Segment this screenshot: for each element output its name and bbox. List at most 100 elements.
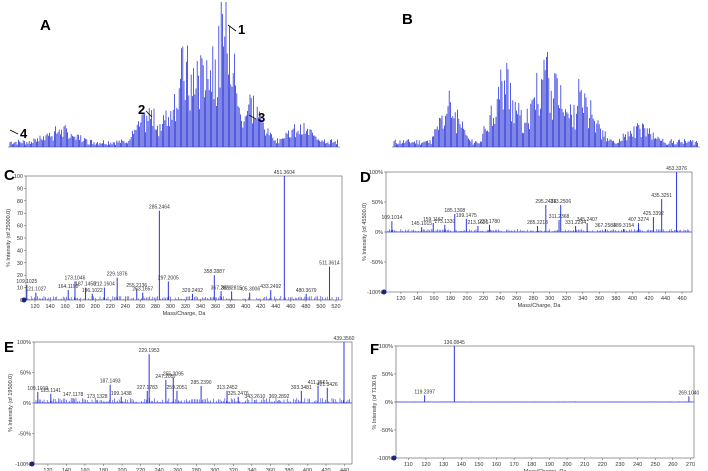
peak-label: 199.1438 [111,391,132,397]
peak-label: 109.1025 [16,279,37,285]
x-tick-label: 260 [173,468,182,471]
y-tick-label: 100% [17,340,31,346]
x-tick-label: 340 [247,468,256,471]
x-tick-label: 380 [611,296,620,302]
x-tick-label: 240 [121,304,130,310]
y-tick-label: 30 [17,261,23,267]
x-tick-label: 120 [30,304,39,310]
y-tick-label: 0% [23,401,31,407]
peak-label: 369.2892 [269,394,290,400]
y-tick-label: 40 [17,248,23,254]
peak-label: 173.1328 [87,394,108,400]
peak-label: 405.3006 [239,287,260,293]
panel-letter-c: C [4,167,15,184]
x-tick-label: 280 [529,296,538,302]
panel-b: B [392,11,700,148]
y-tick-label: 100% [369,170,383,176]
x-tick-label: 160 [429,296,438,302]
y-tick-label: 10 [17,286,23,292]
peak-label: 311.2368 [549,214,570,220]
peak-label: 229.1876 [107,272,128,278]
peak-label: 227.1780 [479,219,500,225]
y-tick-label: -100% [15,462,31,468]
x-tick-label: 220 [106,304,115,310]
peak-label: 199.1475 [456,213,477,219]
peak-annotation-2-leader [145,110,153,118]
y-tick-label: 80 [17,199,23,205]
x-tick-label: 420 [644,296,653,302]
peak-label: 159.1167 [423,217,444,223]
x-tick-label: 180 [527,462,536,468]
x-tick-label: 480 [301,304,310,310]
panel-letter-d: D [360,169,371,186]
y-tick-label: -50% [18,432,31,438]
peak-label: 325.2476 [228,391,249,397]
x-axis-title: Mass/Charge, Da [524,469,568,471]
y-tick-label: 90 [17,186,23,192]
x-tick-label: 400 [241,304,250,310]
peak-label: 285.2464 [149,205,170,211]
peak-label: 435.3251 [651,193,672,199]
x-tick-label: 380 [226,304,235,310]
x-tick-label: 270 [686,462,695,468]
x-tick-label: 140 [62,468,71,471]
peak-label: 285.2390 [191,380,212,386]
x-tick-label: 260 [136,304,145,310]
x-tick-label: 460 [286,304,295,310]
panel-e: E 100% 50% 0% -50% -100% 120 140 160 180 200 220 240… [4,336,355,471]
y-tick-label: 70 [17,211,23,217]
x-tick-label: 440 [661,296,670,302]
chromatogram-b [393,52,698,147]
peak-label: 367.2584 [595,223,616,229]
peak-label: 453.3376 [666,166,687,172]
x-tick-label: 300 [166,304,175,310]
x-axis-title: Mass/Charge, Da [518,303,562,309]
y-axis-title: % Intensity (of 25000.0) [6,209,12,267]
peak-label: 331.2294 [565,220,586,226]
peak-label: 263.1657 [132,287,153,293]
peak-label: 358.2887 [204,269,225,275]
x-tick-label: 120 [421,462,430,468]
peak-label: 269.1040 [678,390,699,396]
x-tick-label: 120 [43,468,52,471]
peak-label: 259.2051 [167,385,188,391]
peak-label: 367.2839 [211,285,232,291]
x-tick-label: 140 [45,304,54,310]
x-tick-label: 220 [598,462,607,468]
x-tick-label: 380 [284,468,293,471]
y-tick-label: 60 [17,224,23,230]
y-tick-label: 100% [379,344,393,350]
x-tick-label: 190 [545,462,554,468]
peak-label: 109.1019 [27,386,48,392]
peak-label: 393.3481 [291,385,312,391]
x-axis-title: Mass/Charge, Da [163,311,207,317]
peak-label: 389.3154 [613,223,634,229]
peak-label: 227.1783 [137,385,158,391]
x-tick-label: 160 [492,462,501,468]
peak-label: 297.2005 [158,275,179,281]
peak-label: 433.2492 [260,284,281,290]
x-tick-label: 420 [256,304,265,310]
x-tick-label: 230 [615,462,624,468]
panel-letter-b: B [402,11,413,28]
x-tick-label: 200 [462,296,471,302]
x-tick-label: 520 [331,304,340,310]
x-tick-label: 240 [496,296,505,302]
peak-label: 381.2815 [221,285,242,291]
x-tick-label: 360 [595,296,604,302]
peak-label: 343.2610 [244,394,265,400]
y-tick-label: -100% [367,290,383,296]
y-tick-label: -100% [377,456,393,462]
x-tick-label: 300 [545,296,554,302]
y-tick-label: -50% [370,260,383,266]
peak-label: 407.3274 [628,217,649,223]
y-axis-title: % Intensity (of 45500.0) [362,203,368,261]
peak-annotation-4-leader [9,129,19,135]
x-tick-label: 210 [580,462,589,468]
y-tick-label: 50% [372,200,383,206]
peak-label: 313.2452 [217,385,238,391]
peak-label: 295.2424 [535,199,556,205]
y-tick-label: 0% [375,230,383,236]
peak-label: 285.2218 [527,220,548,226]
peak-label: 145.1015 [411,221,432,227]
